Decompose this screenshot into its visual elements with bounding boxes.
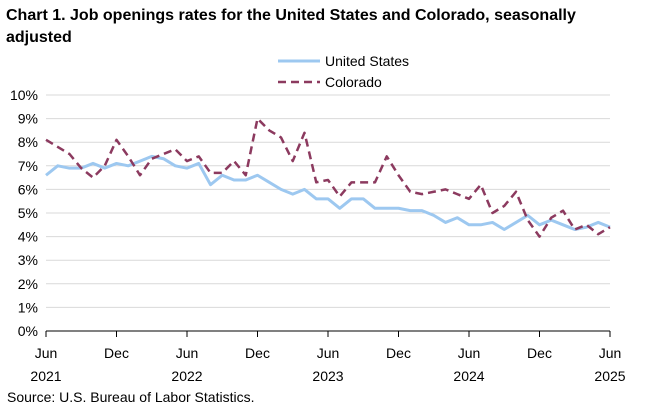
colorado-line: [45, 117, 611, 238]
y-tick-label: 5%: [18, 205, 38, 221]
x-tick-month-label: Dec: [386, 345, 411, 361]
y-tick-label: 3%: [18, 252, 38, 268]
y-tick-label: 10%: [10, 87, 38, 103]
legend: United States Colorado: [278, 53, 409, 90]
legend-label-united-states: United States: [325, 53, 409, 69]
x-tick-year-label: 2021: [30, 368, 61, 384]
y-tick-label: 4%: [18, 229, 38, 245]
x-tick-month-label: Jun: [35, 345, 58, 361]
y-tick-label: 2%: [18, 276, 38, 292]
x-tick-month-label: Dec: [104, 345, 129, 361]
y-tick-label: 8%: [18, 134, 38, 150]
source-note: Source: U.S. Bureau of Labor Statistics.: [7, 389, 255, 405]
united-states-line: [45, 154, 611, 232]
y-tick-label: 0%: [18, 323, 38, 339]
y-tick-label: 7%: [18, 158, 38, 174]
y-tick-label: 6%: [18, 181, 38, 197]
chart-title: Chart 1. Job openings rates for the Unit…: [6, 7, 576, 46]
x-tick-month-label: Jun: [176, 345, 199, 361]
x-tick-month-label: Dec: [245, 345, 270, 361]
x-tick-year-label: 2022: [171, 368, 202, 384]
x-tick-year-label: 2025: [594, 368, 625, 384]
x-tick-month-label: Dec: [527, 345, 552, 361]
x-tick-month-label: Jun: [317, 345, 340, 361]
x-tick-year-label: 2023: [312, 368, 343, 384]
gridlines: [46, 94, 610, 308]
y-tick-label: 9%: [18, 111, 38, 127]
x-tick-month-label: Jun: [458, 345, 481, 361]
x-tick-year-label: 2024: [453, 368, 484, 384]
axes: 0% 1% 2% 3% 4% 5% 6% 7% 8% 9% 10% Jun 2021 Dec Jun 2022…: [10, 87, 626, 384]
y-tick-label: 1%: [18, 299, 38, 315]
series-lines: [45, 117, 611, 238]
legend-label-colorado: Colorado: [325, 74, 382, 90]
x-tick-month-label: Jun: [599, 345, 622, 361]
